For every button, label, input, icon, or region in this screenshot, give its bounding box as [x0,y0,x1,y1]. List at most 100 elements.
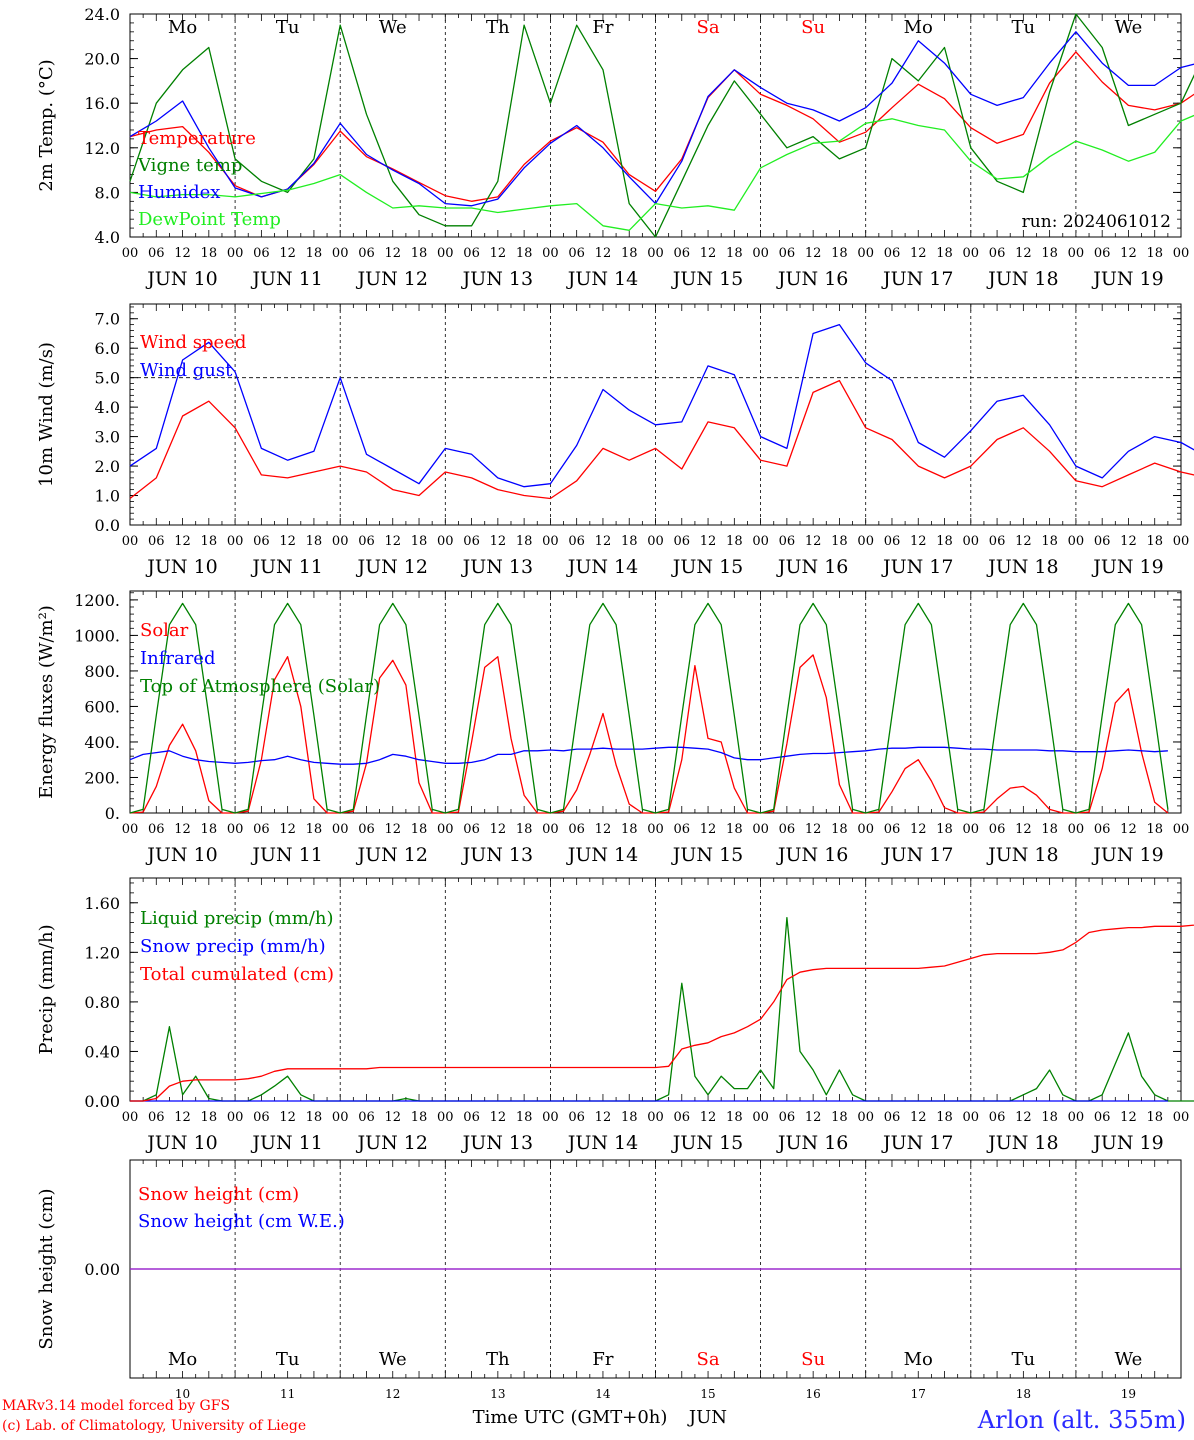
y-tick-label: 1.20 [84,943,120,962]
date-label: JUN 13 [461,844,533,866]
y-tick-label: 20.0 [84,50,120,69]
panel-temperature: 4.0 8.0 12.0 16.0 20.0 24.0 2m Temp. (°C) Tempe… [36,5,1194,290]
hour-label: 18 [726,1110,743,1125]
hour-label: 12 [279,822,296,837]
hour-label: 18 [516,822,533,837]
hour-label: 00 [647,534,664,549]
hour-label: 06 [568,1110,585,1125]
day-number-label: 11 [280,1387,295,1401]
hour-label: 12 [490,534,507,549]
date-label: JUN 11 [250,268,322,290]
hour-label: 00 [1068,822,1085,837]
hour-label: 00 [1173,822,1190,837]
y-tick-label: 3.0 [95,428,120,447]
hour-label: 18 [936,246,953,261]
date-label: JUN 10 [145,268,217,290]
day-number-label: 10 [175,1387,190,1401]
day-number-label: 12 [385,1387,400,1401]
x-axis-title: Time UTC (GMT+0h) [473,1407,668,1428]
weekday-label: Tu [1012,1349,1036,1370]
y-tick-label: 600. [84,697,120,716]
day-number-label: 16 [806,1387,821,1401]
y-tick-label: 0. [105,804,120,823]
hour-label: 00 [1173,246,1190,261]
hour-label: 18 [831,246,848,261]
y-tick-label: 0.00 [84,1260,120,1279]
hour-label: 12 [910,534,927,549]
hour-label: 00 [647,1110,664,1125]
hour-label: 12 [174,822,191,837]
hour-label: 18 [726,534,743,549]
hour-label: 18 [201,822,218,837]
hour-label: 06 [463,534,480,549]
hour-label: 00 [122,822,139,837]
hour-label: 06 [148,1110,165,1125]
y-tick-label: 200. [84,768,120,787]
hour-label: 18 [1146,246,1163,261]
series-line-vigne-temp [129,13,1194,238]
y-tick-label: 1200. [74,591,120,610]
y-tick-label: 0.40 [84,1042,120,1061]
hour-label: 06 [989,246,1006,261]
hour-label: 06 [148,534,165,549]
hour-label: 18 [1041,534,1058,549]
hour-label: 00 [1173,534,1190,549]
hour-label: 12 [805,1110,822,1125]
hour-label: 06 [253,822,270,837]
date-label: JUN 12 [356,1132,428,1154]
hour-label: 06 [358,822,375,837]
legend-entry: Humidex [138,182,220,203]
day-number-label: 18 [1016,1387,1031,1401]
date-label: JUN 17 [881,1132,953,1154]
hour-label: 06 [253,534,270,549]
date-label: JUN 10 [145,556,217,578]
hour-label: 06 [253,246,270,261]
hour-label: 06 [674,822,691,837]
hour-label: 00 [857,534,874,549]
y-tick-label: 16.0 [84,94,120,113]
hour-label: 12 [1015,1110,1032,1125]
hour-label: 06 [779,534,796,549]
hour-label: 18 [621,534,638,549]
date-label: JUN 18 [986,1132,1058,1154]
y-tick-label: 7.0 [95,310,120,329]
precip-y-axis-label: Precip (mm/h) [36,924,57,1054]
hour-label: 12 [1015,534,1032,549]
hour-label: 06 [884,1110,901,1125]
hour-label: 12 [384,1110,401,1125]
y-tick-label: 12.0 [84,139,120,158]
date-label: JUN 16 [776,1132,848,1154]
y-tick-label: 1.60 [84,894,120,913]
hour-label: 12 [490,246,507,261]
weekday-label: Th [486,17,510,38]
hour-label: 12 [1015,246,1032,261]
hour-label: 00 [332,1110,349,1125]
series-line-total-cumulated-cm- [130,924,1194,1102]
day-number-label: 17 [911,1387,926,1401]
date-label: JUN 19 [1091,1132,1163,1154]
hour-label: 00 [1068,246,1085,261]
date-label: JUN 14 [566,1132,638,1154]
weekday-label: We [379,17,407,38]
hour-label: 18 [726,822,743,837]
date-label: JUN 16 [776,268,848,290]
hour-label: 06 [1094,246,1111,261]
hour-label: 00 [1173,1110,1190,1125]
hour-label: 06 [148,822,165,837]
hour-label: 00 [542,822,559,837]
date-label: JUN 18 [986,268,1058,290]
hour-label: 00 [332,246,349,261]
hour-label: 12 [1015,822,1032,837]
date-label: JUN 11 [250,1132,322,1154]
hour-label: 18 [306,1110,323,1125]
date-label: JUN 12 [356,844,428,866]
hour-label: 18 [1041,822,1058,837]
hour-label: 12 [384,534,401,549]
hour-label: 06 [568,534,585,549]
hour-label: 18 [1146,822,1163,837]
hour-label: 18 [621,246,638,261]
weekday-label: Mo [168,17,197,38]
hour-label: 00 [857,246,874,261]
panel-precip: 0.00 0.40 0.80 1.20 1.60 Precip (mm/h) Liquid … [36,877,1194,1154]
